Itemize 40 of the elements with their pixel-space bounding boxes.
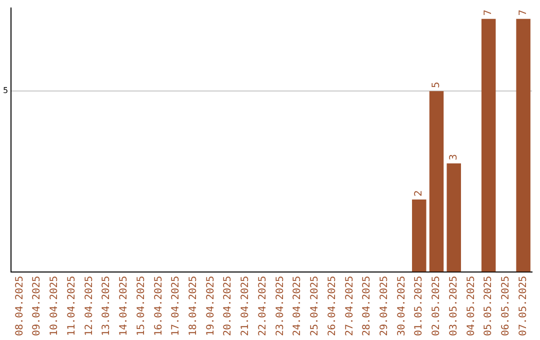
- x-tick-label: 09.04.2025: [32, 276, 43, 336]
- x-tick-label: 22.04.2025: [257, 276, 268, 336]
- data-label: 7: [518, 9, 529, 16]
- x-tick-label: 06.05.2025: [500, 276, 512, 336]
- x-tick-label: 07.05.2025: [518, 276, 529, 336]
- x-tick-label: 24.04.2025: [292, 276, 304, 336]
- x-tick-label: 11.04.2025: [66, 276, 78, 336]
- x-tick-label: 04.05.2025: [466, 276, 477, 336]
- x-tick-label: 10.04.2025: [49, 276, 60, 336]
- bar: [446, 163, 461, 272]
- x-tick-label: 26.04.2025: [326, 276, 338, 336]
- x-tick-label: 05.05.2025: [483, 276, 494, 336]
- data-label: 2: [414, 190, 425, 197]
- x-tick-label: 01.05.2025: [414, 276, 425, 336]
- x-tick-label: 15.04.2025: [136, 276, 147, 336]
- x-tick-label: 03.05.2025: [448, 276, 460, 336]
- bar: [412, 200, 426, 272]
- x-tick-label: 25.04.2025: [310, 276, 321, 336]
- x-tick-label: 14.04.2025: [118, 276, 130, 336]
- data-label: 7: [483, 9, 494, 16]
- x-tick-label: 29.04.2025: [379, 276, 390, 336]
- x-tick-label: 17.04.2025: [170, 276, 182, 336]
- data-label: 5: [431, 82, 442, 88]
- x-tick-label: 28.04.2025: [362, 276, 373, 336]
- x-tick-label: 30.04.2025: [396, 276, 408, 336]
- x-tick-label: 02.05.2025: [431, 276, 442, 336]
- data-label: 3: [448, 154, 460, 160]
- x-tick-label: 16.04.2025: [153, 276, 164, 336]
- x-tick-label: 08.04.2025: [14, 276, 26, 336]
- bar: [481, 18, 496, 272]
- bar: [516, 18, 530, 272]
- x-tick-label: 19.04.2025: [205, 276, 216, 336]
- x-tick-label: 13.04.2025: [101, 276, 112, 336]
- bar: [429, 91, 444, 272]
- x-tick-label: 21.04.2025: [240, 276, 252, 336]
- x-tick-label: 18.04.2025: [188, 276, 199, 336]
- x-tick-label: 23.04.2025: [274, 276, 286, 336]
- x-tick-label: 20.04.2025: [222, 276, 234, 336]
- x-tick-label: 12.04.2025: [84, 276, 95, 336]
- x-tick-label: 27.04.2025: [344, 276, 356, 336]
